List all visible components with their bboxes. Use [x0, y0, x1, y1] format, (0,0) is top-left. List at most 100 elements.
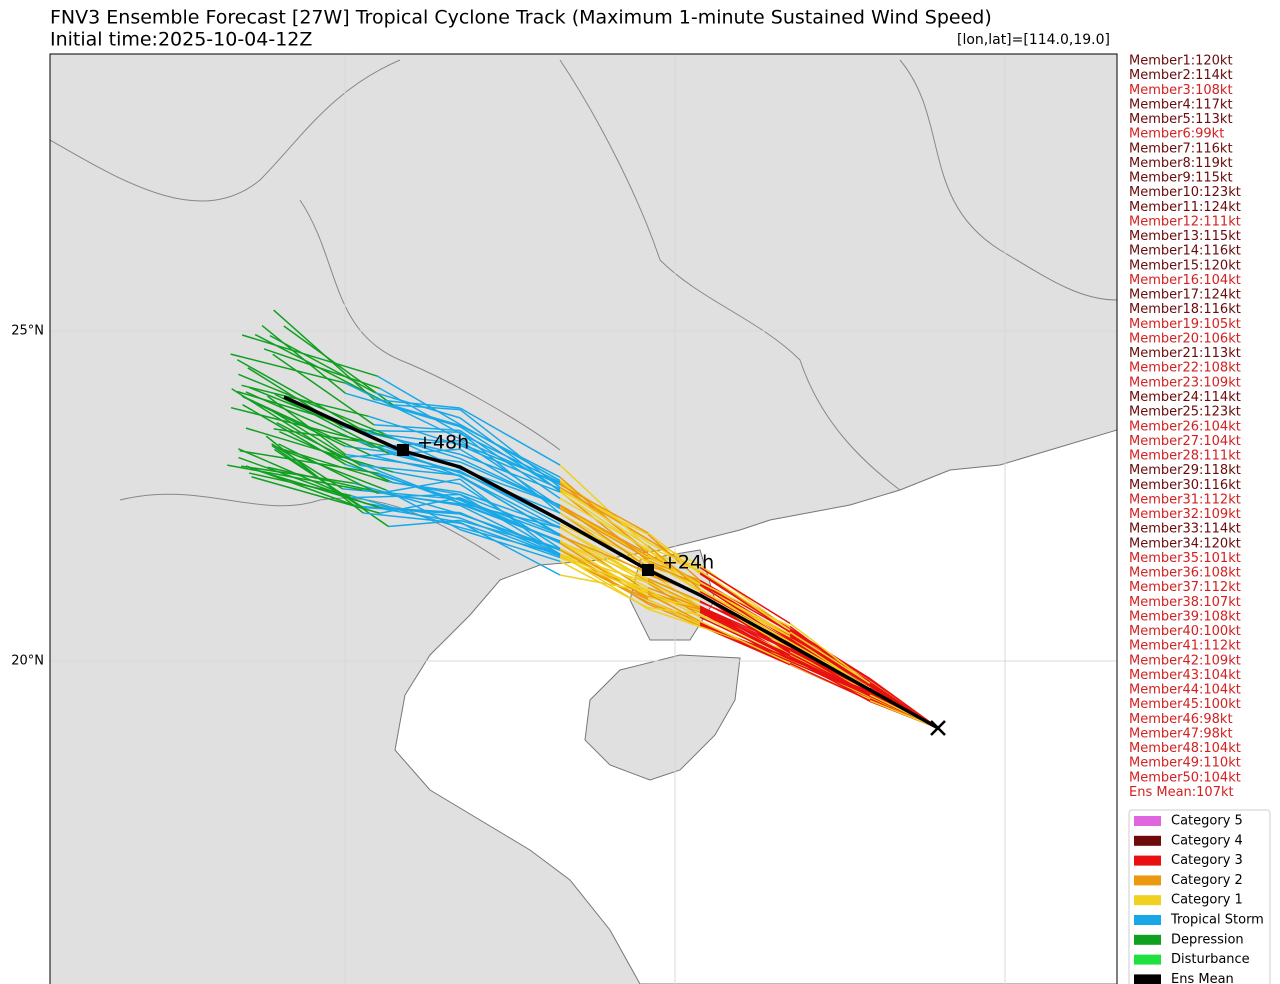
member-track — [379, 387, 461, 435]
member-track — [351, 494, 461, 529]
member-track — [459, 444, 561, 490]
initial-position — [930, 720, 946, 736]
legend-swatch — [1134, 895, 1161, 906]
member-label: Member15:120kt — [1129, 258, 1241, 273]
member-track — [699, 620, 791, 664]
member-track — [559, 556, 649, 595]
map-frame — [49, 53, 1118, 984]
member-label: Member2:114kt — [1129, 68, 1233, 83]
member-label: Member34:120kt — [1129, 536, 1241, 551]
member-label: Member36:108kt — [1129, 566, 1241, 581]
member-track — [245, 427, 394, 473]
member-label: Member16:104kt — [1129, 273, 1241, 288]
member-track — [241, 334, 378, 377]
member-label: Member43:104kt — [1129, 668, 1241, 683]
member-track — [699, 588, 791, 643]
legend-swatch — [1134, 875, 1161, 886]
member-track — [647, 593, 701, 622]
member-track — [369, 454, 461, 477]
member-track — [647, 532, 701, 575]
member-label: Member44:104kt — [1129, 683, 1241, 698]
member-track — [559, 507, 649, 560]
member-label: Member11:124kt — [1129, 200, 1241, 215]
member-label: Member25:123kt — [1129, 405, 1241, 420]
marker-24h — [642, 564, 654, 576]
legend-swatch — [1134, 835, 1161, 846]
member-label: Member46:98kt — [1129, 712, 1233, 727]
legend-box — [1128, 809, 1271, 984]
member-track — [789, 633, 871, 686]
legend-swatch — [1134, 855, 1161, 866]
member-track — [789, 629, 871, 681]
member-track — [373, 424, 461, 432]
member-label: Member14:116kt — [1129, 244, 1241, 259]
member-track — [238, 373, 384, 435]
member-track — [647, 587, 701, 609]
member-track — [265, 435, 364, 514]
member-track — [559, 555, 649, 591]
member-track — [459, 513, 561, 551]
member-track — [459, 491, 561, 528]
legend-swatch — [1134, 974, 1161, 984]
time-label: +48h — [417, 432, 469, 454]
member-label: Member33:114kt — [1129, 522, 1241, 537]
member-label: Member10:123kt — [1129, 185, 1241, 200]
member-track — [559, 504, 649, 568]
member-label: Member47:98kt — [1129, 726, 1233, 741]
member-label: Member8:119kt — [1129, 156, 1233, 171]
graticule — [50, 54, 1117, 984]
member-track — [459, 417, 561, 492]
member-track — [459, 407, 561, 466]
member-track — [356, 505, 461, 514]
member-track — [459, 474, 561, 537]
member-track — [459, 483, 561, 550]
member-track — [699, 616, 791, 661]
member-track — [236, 359, 368, 434]
member-track — [789, 662, 871, 702]
member-list: Member1:120ktMember2:114ktMember3:108ktM… — [1129, 54, 1241, 801]
member-track — [647, 589, 701, 618]
member-track — [647, 545, 701, 590]
member-track — [353, 482, 461, 515]
legend-label: Tropical Storm — [1170, 913, 1264, 928]
member-track — [269, 334, 376, 394]
sea — [394, 429, 1117, 984]
member-label: Member38:107kt — [1129, 595, 1241, 610]
lat-label: 25°N — [11, 324, 44, 339]
member-label: Member24:114kt — [1129, 390, 1241, 405]
member-track — [355, 429, 461, 433]
member-track — [559, 490, 649, 562]
member-track — [699, 606, 791, 660]
member-label: Member23:109kt — [1129, 375, 1241, 390]
member-track — [251, 476, 381, 514]
legend-label: Category 2 — [1171, 873, 1243, 888]
member-track — [699, 582, 791, 628]
member-track — [249, 467, 388, 511]
member-label: Member7:116kt — [1129, 141, 1233, 156]
member-track — [374, 392, 461, 419]
member-track — [230, 353, 346, 384]
legend-swatch — [1134, 954, 1161, 965]
member-label: Member12:111kt — [1129, 214, 1241, 229]
legend-label: Depression — [1171, 932, 1244, 947]
member-track — [378, 478, 461, 495]
legend-label: Category 5 — [1171, 814, 1243, 829]
member-track — [396, 438, 461, 460]
member-track — [278, 443, 379, 495]
time-label: +24h — [662, 552, 714, 574]
legend-label: Category 4 — [1171, 833, 1243, 848]
member-track — [459, 431, 561, 514]
member-track — [559, 483, 649, 534]
member-track — [699, 570, 791, 631]
member-track — [239, 450, 379, 475]
member-track — [379, 496, 461, 514]
member-track — [789, 641, 871, 689]
member-label: Member45:100kt — [1129, 697, 1241, 712]
member-track — [459, 502, 561, 542]
member-track — [241, 384, 369, 418]
member-track — [559, 535, 649, 574]
member-track — [282, 449, 387, 491]
member-track — [227, 464, 363, 491]
member-label: Member19:105kt — [1129, 317, 1241, 332]
member-track — [459, 438, 561, 486]
